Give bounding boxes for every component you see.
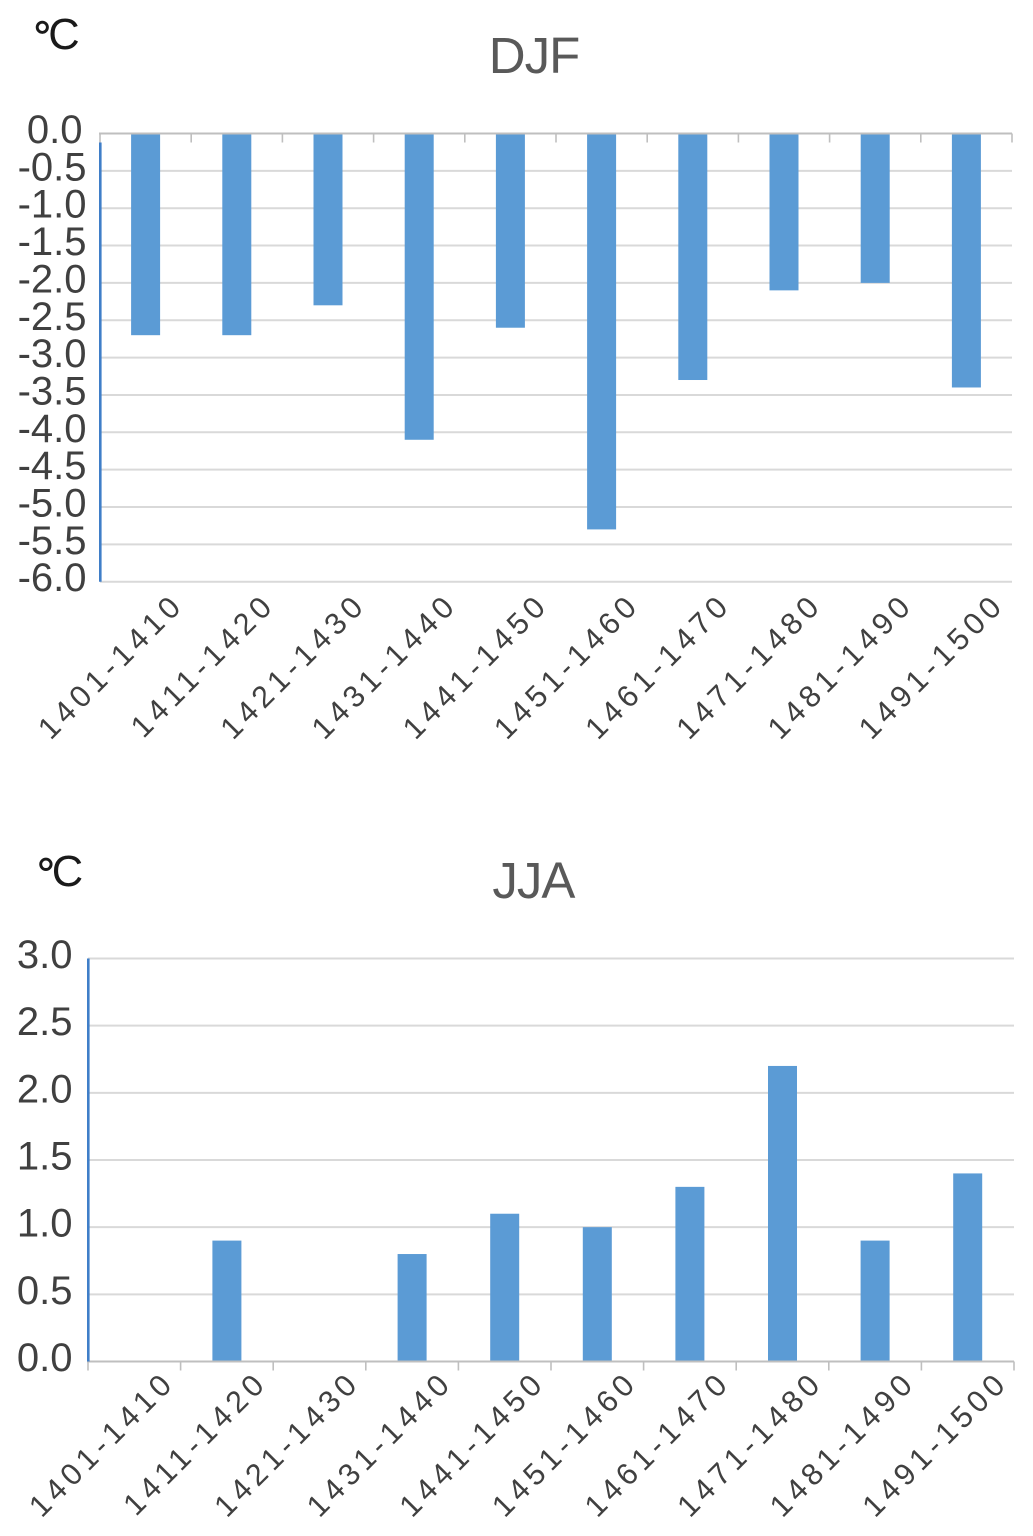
svg-text:-0.5: -0.5: [18, 145, 87, 189]
svg-text:3.0: 3.0: [17, 933, 73, 977]
svg-text:1.5: 1.5: [17, 1134, 73, 1178]
svg-text:-1.5: -1.5: [18, 220, 87, 264]
svg-text:0.0: 0.0: [27, 108, 83, 152]
svg-text:JJA: JJA: [492, 852, 575, 909]
svg-text:-3.0: -3.0: [18, 332, 87, 376]
svg-text:-3.5: -3.5: [18, 369, 87, 413]
svg-text:2.0: 2.0: [17, 1067, 73, 1111]
svg-text:-5.5: -5.5: [18, 519, 87, 563]
svg-text:0.5: 0.5: [17, 1269, 73, 1313]
svg-text:-4.5: -4.5: [18, 444, 87, 488]
svg-text:DJF: DJF: [489, 27, 579, 84]
svg-text:-2.5: -2.5: [18, 295, 87, 339]
svg-text:0.0: 0.0: [17, 1336, 73, 1380]
svg-text:C: C: [52, 848, 83, 896]
svg-text:2.5: 2.5: [17, 1000, 73, 1044]
svg-text:-4.0: -4.0: [18, 407, 87, 451]
svg-text:-6.0: -6.0: [18, 556, 87, 600]
svg-text:-1.0: -1.0: [18, 183, 87, 227]
svg-text:-5.0: -5.0: [18, 482, 87, 526]
svg-text:C: C: [48, 11, 79, 59]
svg-text:-2.0: -2.0: [18, 257, 87, 301]
svg-text:1.0: 1.0: [17, 1202, 73, 1246]
